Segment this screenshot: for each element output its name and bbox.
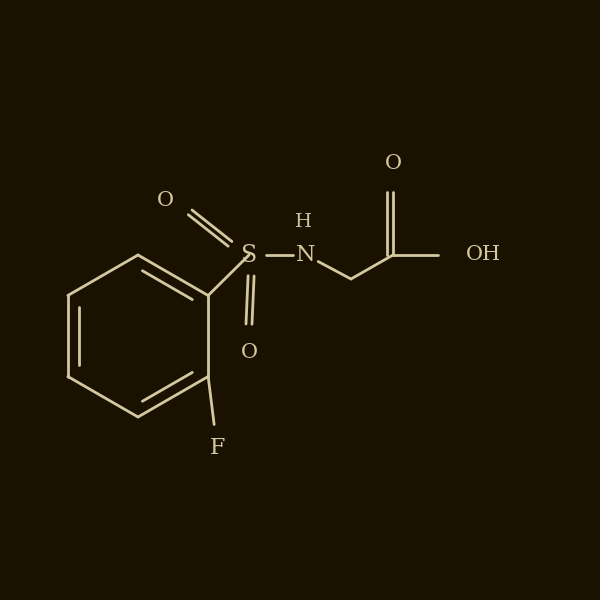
Text: O: O (157, 191, 173, 211)
Text: H: H (295, 213, 311, 231)
Text: F: F (209, 437, 225, 460)
Text: O: O (385, 154, 401, 173)
Text: OH: OH (466, 245, 500, 265)
Text: O: O (241, 343, 257, 362)
Text: S: S (241, 244, 257, 266)
Text: N: N (296, 244, 316, 266)
